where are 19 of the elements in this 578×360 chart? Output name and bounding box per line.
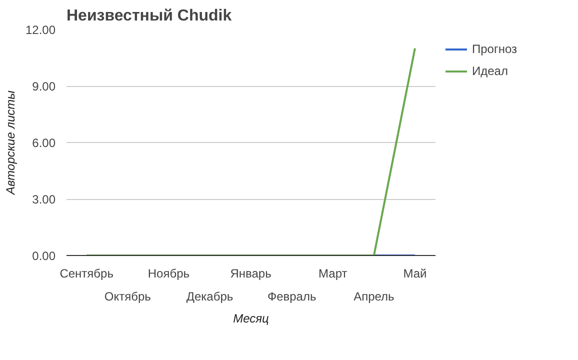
- y-axis-title: Авторские листы: [3, 90, 18, 196]
- legend-label: Прогноз: [472, 42, 518, 56]
- x-tick-label: Ноябрь: [148, 266, 190, 280]
- x-tick-label: Апрель: [354, 290, 394, 304]
- x-tick-label: Сентябрь: [60, 266, 114, 280]
- legend-label: Идеал: [472, 64, 508, 78]
- y-tick-label: 6.00: [32, 136, 56, 150]
- y-tick-label: 0.00: [32, 249, 56, 263]
- x-axis-title: Месяц: [233, 312, 270, 326]
- x-tick-label: Февраль: [267, 290, 316, 304]
- chart-title: Неизвестный Chudik: [66, 8, 232, 24]
- x-tick-label: Май: [403, 266, 427, 280]
- y-tick-label: 9.00: [32, 80, 56, 94]
- y-tick-label: 12.00: [25, 23, 56, 37]
- x-tick-label: Январь: [230, 266, 272, 280]
- x-tick-label: Март: [318, 266, 348, 280]
- x-tick-label: Декабрь: [186, 290, 234, 304]
- y-tick-label: 3.00: [32, 192, 56, 206]
- x-tick-label: Октябрь: [104, 290, 151, 304]
